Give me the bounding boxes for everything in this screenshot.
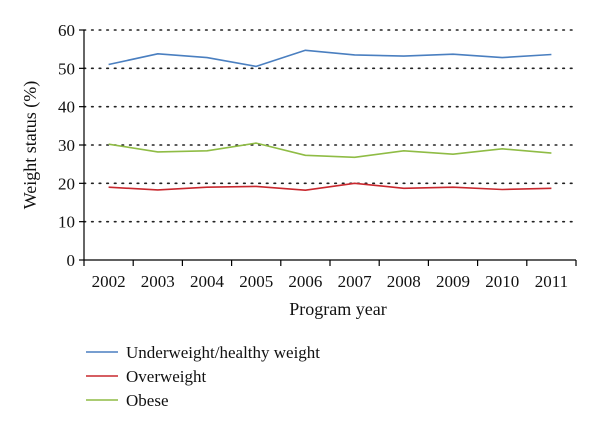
series-line-1 bbox=[108, 49, 552, 68]
series-line-2 bbox=[108, 182, 552, 191]
legend: Underweight/healthy weight Overweight Obes… bbox=[86, 343, 320, 410]
legend-label-1: Underweight/healthy weight bbox=[126, 343, 320, 362]
y-tick-label: 50 bbox=[58, 59, 75, 78]
x-tick-label: 2008 bbox=[387, 272, 421, 291]
grid-lines bbox=[83, 29, 577, 223]
x-tick-label: 2003 bbox=[141, 272, 175, 291]
y-ticks: 0 10 20 30 40 50 60 bbox=[58, 21, 84, 270]
y-tick-label: 60 bbox=[58, 21, 75, 40]
series-lines bbox=[108, 49, 552, 191]
y-tick-label: 20 bbox=[58, 174, 75, 193]
x-tick-label: 2010 bbox=[485, 272, 519, 291]
x-tick-label: 2007 bbox=[338, 272, 373, 291]
series-line-3 bbox=[108, 142, 552, 159]
x-axis-label: Program year bbox=[289, 299, 386, 319]
x-ticks: 2002 2003 2004 2005 2006 2007 2008 2009 2010 2011 bbox=[83, 260, 577, 291]
x-tick-label: 2011 bbox=[535, 272, 568, 291]
y-axis-label: Weight status (%) bbox=[20, 81, 41, 210]
y-tick-label: 10 bbox=[58, 213, 75, 232]
y-tick-label: 0 bbox=[67, 251, 76, 270]
x-tick-label: 2009 bbox=[436, 272, 470, 291]
x-tick-label: 2004 bbox=[190, 272, 225, 291]
x-tick-label: 2002 bbox=[92, 272, 126, 291]
x-tick-label: 2006 bbox=[288, 272, 322, 291]
y-tick-label: 30 bbox=[58, 136, 75, 155]
y-tick-label: 40 bbox=[58, 98, 75, 117]
legend-label-2: Overweight bbox=[126, 367, 207, 386]
x-tick-label: 2005 bbox=[239, 272, 273, 291]
legend-label-3: Obese bbox=[126, 391, 168, 410]
